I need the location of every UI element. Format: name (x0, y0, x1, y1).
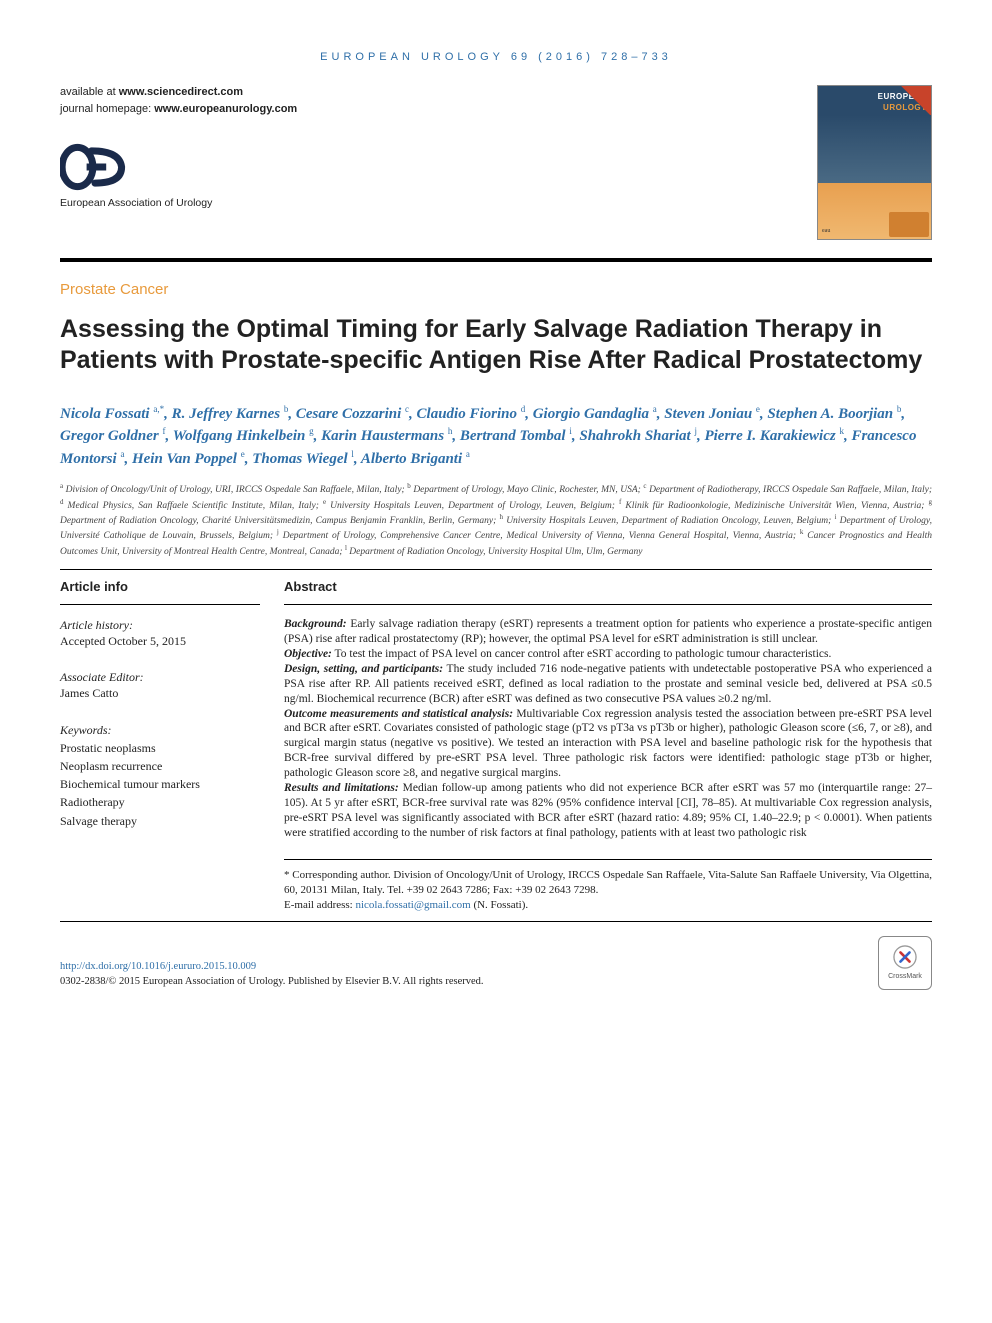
crossmark-label: CrossMark (888, 972, 922, 981)
header-left: available at www.sciencedirect.com journ… (60, 85, 297, 210)
abstract-divider (284, 604, 932, 605)
header-top-row: available at www.sciencedirect.com journ… (60, 85, 932, 240)
cover-badge (889, 212, 929, 237)
background-label: Background: (284, 618, 347, 630)
email-label: E-mail address: (284, 899, 355, 911)
eau-logo: European Association of Urology (60, 142, 212, 210)
abstract-heading: Abstract (284, 578, 932, 596)
associate-editor-value: James Catto (60, 685, 260, 701)
journal-header: EUROPEAN UROLOGY 69 (2016) 728–733 (60, 50, 932, 65)
article-title: Assessing the Optimal Timing for Early S… (60, 314, 932, 377)
divider-after-affiliations (60, 569, 932, 570)
objective-label: Objective: (284, 648, 332, 660)
avail-prefix: available at (60, 86, 119, 98)
journal-cover-thumbnail: EUROPEAN UROLOGY eau (817, 85, 932, 240)
homepage-url: www.europeanurology.com (154, 103, 297, 115)
authors-list: Nicola Fossati a,*, R. Jeffrey Karnes b,… (60, 403, 932, 471)
two-column-body: Article info Article history: Accepted O… (60, 578, 932, 912)
section-label: Prostate Cancer (60, 280, 932, 300)
background-text: Early salvage radiation therapy (eSRT) r… (284, 618, 932, 645)
eau-logo-text: European Association of Urology (60, 196, 212, 210)
corresponding-author-footnote: * Corresponding author. Division of Onco… (284, 859, 932, 913)
homepage-prefix: journal homepage: (60, 103, 154, 115)
keyword-2: Neoplasm recurrence (60, 758, 260, 774)
copyright-text: 0302-2838/© 2015 European Association of… (60, 976, 484, 987)
crossmark-badge[interactable]: CrossMark (878, 936, 932, 990)
email-suffix: (N. Fossati). (471, 899, 528, 911)
eau-logo-icon (60, 142, 130, 192)
divider-heavy-top (60, 258, 932, 262)
doi-link[interactable]: http://dx.doi.org/10.1016/j.eururo.2015.… (60, 961, 256, 972)
footer-row: http://dx.doi.org/10.1016/j.eururo.2015.… (60, 936, 932, 990)
email-link[interactable]: nicola.fossati@gmail.com (355, 899, 470, 911)
objective-text: To test the impact of PSA level on cance… (332, 648, 831, 660)
crossmark-icon (892, 944, 918, 970)
design-label: Design, setting, and participants: (284, 663, 443, 675)
doi-copyright-block: http://dx.doi.org/10.1016/j.eururo.2015.… (60, 960, 484, 989)
keyword-3: Biochemical tumour markers (60, 776, 260, 792)
outcome-label: Outcome measurements and statistical ana… (284, 708, 513, 720)
affiliations: a Division of Oncology/Unit of Urology, … (60, 482, 932, 559)
results-label: Results and limitations: (284, 782, 399, 794)
keywords-label: Keywords: (60, 722, 260, 738)
cover-title-2: UROLOGY (822, 103, 927, 114)
footnote-divider (284, 859, 932, 860)
article-info-column: Article info Article history: Accepted O… (60, 578, 260, 912)
article-info-heading: Article info (60, 578, 260, 596)
abstract-column: Abstract Background: Early salvage radia… (284, 578, 932, 912)
article-history-label: Article history: (60, 617, 260, 633)
keyword-4: Radiotherapy (60, 794, 260, 810)
corresponding-author-text: * Corresponding author. Division of Onco… (284, 868, 932, 898)
article-history-value: Accepted October 5, 2015 (60, 633, 260, 649)
article-info-divider (60, 604, 260, 605)
associate-editor-label: Associate Editor: (60, 669, 260, 685)
keyword-1: Prostatic neoplasms (60, 740, 260, 756)
availability-block: available at www.sciencedirect.com journ… (60, 85, 297, 117)
avail-url-1: www.sciencedirect.com (119, 86, 243, 98)
keyword-5: Salvage therapy (60, 813, 260, 829)
cover-eau-mini: eau (822, 227, 830, 235)
abstract-body: Background: Early salvage radiation ther… (284, 617, 932, 841)
divider-before-footer (60, 921, 932, 922)
